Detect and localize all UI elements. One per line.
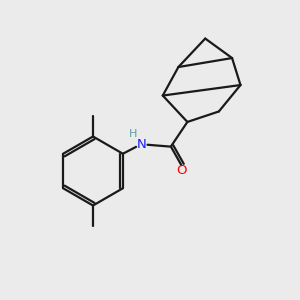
Text: O: O bbox=[177, 164, 187, 177]
Text: H: H bbox=[129, 129, 137, 139]
Text: N: N bbox=[136, 138, 146, 151]
